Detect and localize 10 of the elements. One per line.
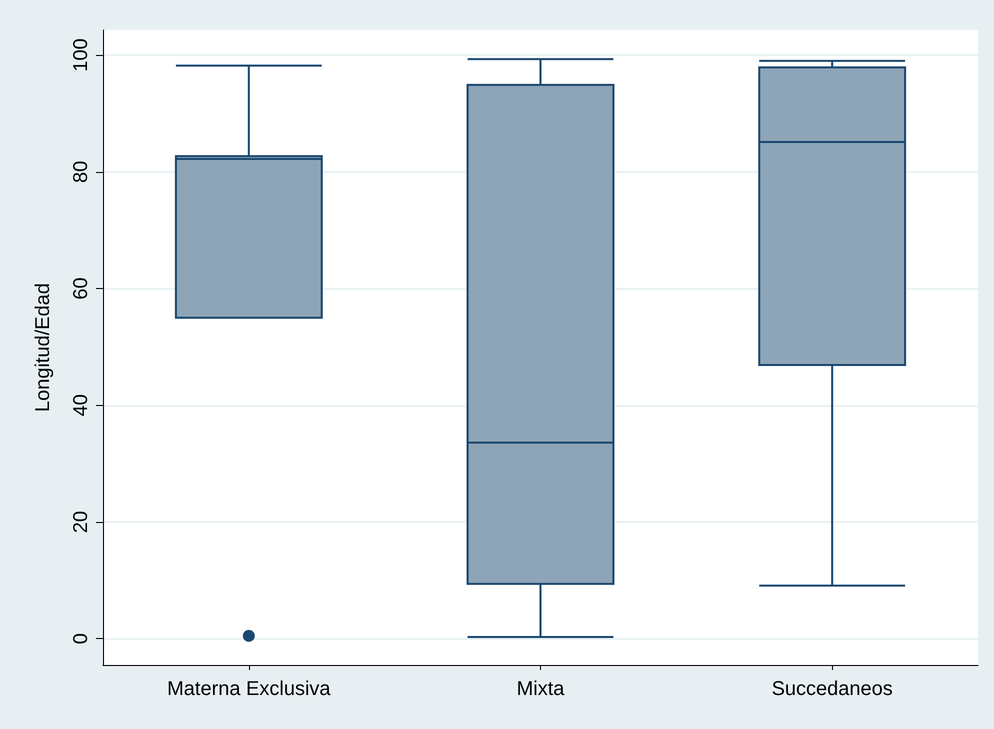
x-tick-label: Mixta (516, 678, 566, 700)
y-tick-label: 20 (70, 510, 92, 534)
y-tick-label: 40 (70, 394, 92, 416)
y-tick-label: 60 (70, 277, 92, 300)
x-tick-label: Materna Exclusiva (167, 678, 332, 700)
y-tick-label: 0 (70, 633, 92, 644)
y-tick-label: 80 (70, 160, 92, 183)
x-tick-label: Succedaneos (772, 678, 893, 700)
y-axis-title: Longitud/Edad (32, 282, 54, 412)
y-tick-label: 100 (70, 38, 92, 72)
